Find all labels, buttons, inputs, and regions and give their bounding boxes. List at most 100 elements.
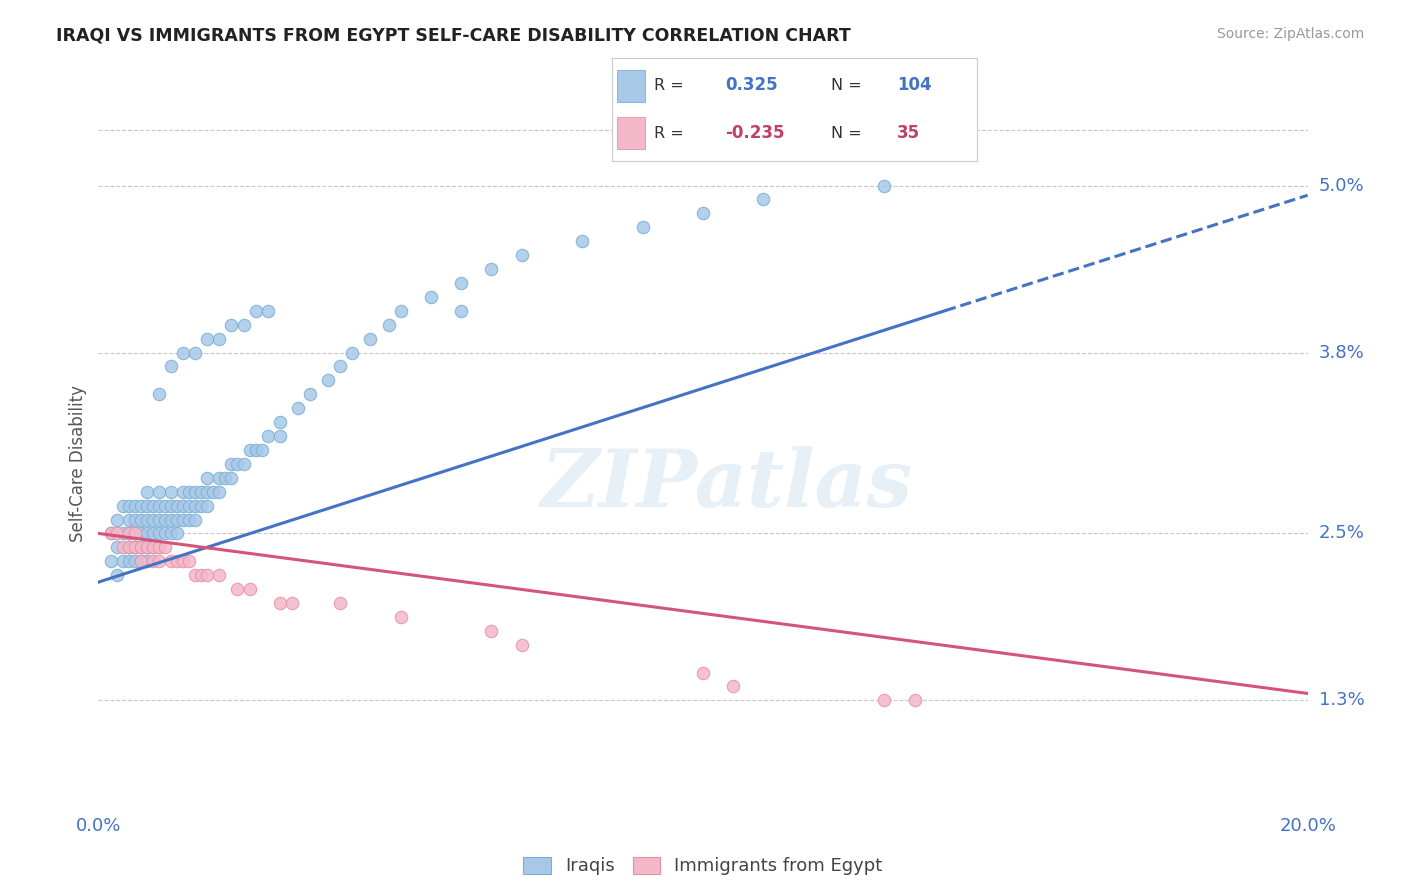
Point [160,526,183,541]
Point [111,541,134,555]
Text: N =: N = [831,78,862,93]
Point [184,484,207,499]
Point [124,499,146,513]
Text: ZIPatlas: ZIPatlas [541,446,914,524]
Point [172,554,194,568]
Point [179,554,201,568]
Point [221,471,243,485]
Point [221,457,243,471]
Point [208,332,231,346]
Point [100,526,122,541]
Text: 104: 104 [897,76,931,95]
Point [195,484,218,499]
Point [111,526,134,541]
Point [190,499,212,513]
Text: 0.325: 0.325 [725,76,778,95]
Point [142,499,165,513]
Point [481,624,503,638]
Point [904,693,927,707]
Text: 1.3%: 1.3% [1319,691,1364,709]
Point [420,290,443,304]
Point [135,541,157,555]
Bar [617,70,644,102]
Point [184,345,207,359]
Point [166,526,188,541]
Point [184,499,207,513]
Point [148,484,170,499]
Point [124,512,146,526]
Point [105,541,128,555]
Point [239,442,262,457]
Point [172,345,194,359]
Point [148,387,170,401]
Point [111,499,134,513]
Point [195,499,218,513]
Point [269,429,291,443]
Point [184,512,207,526]
Point [510,248,533,262]
Point [287,401,309,416]
Point [692,665,714,680]
Point [450,303,472,318]
Point [269,415,291,429]
Point [172,484,194,499]
Point [105,526,128,541]
Point [245,303,267,318]
Point [166,499,188,513]
Point [195,471,218,485]
Point [118,526,141,541]
Point [269,596,291,610]
Point [208,471,231,485]
Point [148,554,170,568]
Point [510,638,533,652]
Point [135,554,157,568]
Point [148,541,170,555]
Point [232,318,254,332]
Point [142,541,165,555]
Point [135,526,157,541]
Point [160,554,183,568]
Point [873,693,896,707]
Point [129,499,152,513]
Point [105,568,128,582]
Point [208,484,231,499]
Bar [617,118,644,149]
Point [124,541,146,555]
Point [153,499,176,513]
Text: R =: R = [654,126,683,141]
Point [153,541,176,555]
Point [148,512,170,526]
Point [100,554,122,568]
Text: 3.8%: 3.8% [1319,343,1364,361]
Point [389,303,412,318]
Point [202,484,225,499]
Point [129,541,152,555]
Point [873,178,896,193]
Point [148,499,170,513]
Point [250,442,273,457]
Point [329,596,352,610]
Point [692,206,714,220]
Point [129,526,152,541]
Point [118,512,141,526]
Point [135,499,157,513]
Point [160,484,183,499]
Text: R =: R = [654,78,683,93]
Point [118,554,141,568]
Point [129,554,152,568]
Point [129,554,152,568]
Point [118,499,141,513]
Point [129,512,152,526]
Point [142,554,165,568]
Text: -0.235: -0.235 [725,124,785,143]
Point [342,345,364,359]
Point [105,512,128,526]
Point [124,526,146,541]
Text: 2.5%: 2.5% [1319,524,1365,542]
Point [124,526,146,541]
Text: IRAQI VS IMMIGRANTS FROM EGYPT SELF-CARE DISABILITY CORRELATION CHART: IRAQI VS IMMIGRANTS FROM EGYPT SELF-CARE… [56,27,851,45]
Point [148,526,170,541]
Point [208,568,231,582]
Point [184,568,207,582]
Point [450,276,472,290]
